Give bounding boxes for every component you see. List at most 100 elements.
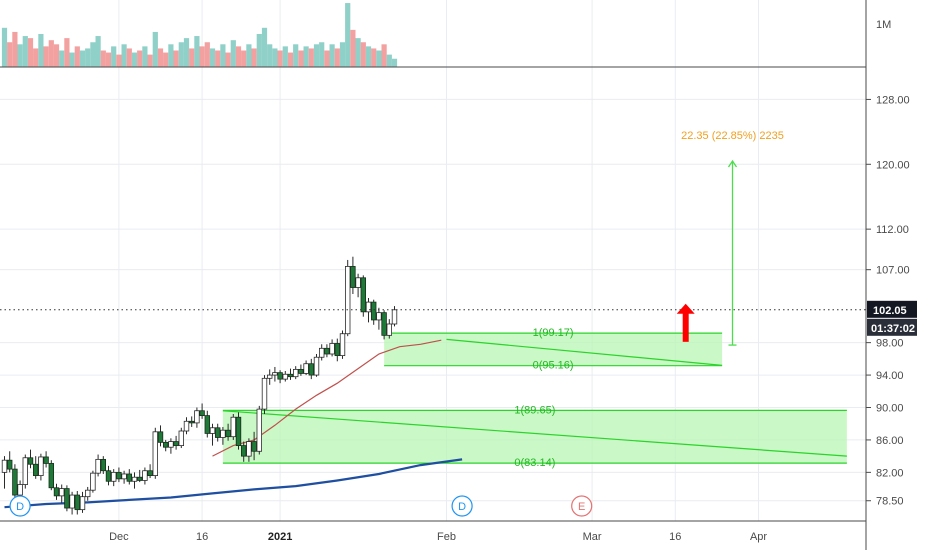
- event-marker-d[interactable]: [451, 495, 473, 517]
- volume-bar: [209, 48, 216, 67]
- candle-body[interactable]: [90, 472, 96, 491]
- candle-body[interactable]: [350, 266, 356, 288]
- candle-body[interactable]: [116, 471, 122, 480]
- candle-body[interactable]: [230, 416, 236, 438]
- fib-zones[interactable]: 1(99.17) 0(95.16) 1(89.65) 0(83.14): [222, 327, 847, 469]
- candle-body[interactable]: [59, 488, 65, 497]
- candle-body[interactable]: [324, 347, 330, 355]
- candle-body[interactable]: [7, 459, 13, 470]
- volume-bar: [303, 46, 309, 67]
- candle-body[interactable]: [147, 470, 153, 477]
- candle-body[interactable]: [360, 277, 366, 313]
- event-marker-d[interactable]: [9, 495, 31, 517]
- candle-body[interactable]: [261, 377, 268, 410]
- candle-body[interactable]: [370, 301, 377, 321]
- fib-trend-line[interactable]: [446, 338, 723, 366]
- candle-body[interactable]: [162, 441, 169, 448]
- candle-body[interactable]: [308, 363, 314, 376]
- fib-zone-fill[interactable]: [222, 410, 847, 464]
- candle-body[interactable]: [329, 343, 335, 355]
- candle-body[interactable]: [240, 445, 247, 457]
- candle-body[interactable]: [111, 471, 117, 482]
- candle-body[interactable]: [194, 410, 200, 424]
- candle-body[interactable]: [33, 463, 39, 477]
- candle-body[interactable]: [85, 489, 91, 498]
- candle-body[interactable]: [79, 496, 86, 511]
- y-tick-label: 120.00: [876, 159, 910, 171]
- candle-body[interactable]: [178, 430, 184, 447]
- candle-body[interactable]: [386, 323, 392, 336]
- candle-body[interactable]: [214, 427, 221, 438]
- drawings[interactable]: 22.35 (22.85%) 2235: [0, 130, 866, 346]
- candle-body[interactable]: [100, 458, 106, 472]
- y-tick-label: 107.00: [876, 265, 910, 277]
- candle-body[interactable]: [209, 427, 216, 434]
- candle-body[interactable]: [355, 277, 361, 288]
- candle-body[interactable]: [64, 488, 70, 509]
- candle-body[interactable]: [334, 343, 340, 357]
- candle-body[interactable]: [69, 494, 75, 509]
- candle-body[interactable]: [95, 458, 101, 474]
- candle-body[interactable]: [344, 266, 351, 335]
- candle-body[interactable]: [303, 363, 309, 374]
- candle-body[interactable]: [272, 372, 278, 376]
- fib-level-0-label: 0(95.16): [533, 360, 574, 372]
- candle-body[interactable]: [188, 420, 195, 424]
- candle-body[interactable]: [318, 347, 325, 358]
- candle-body[interactable]: [142, 470, 148, 481]
- volume-bar: [33, 48, 39, 67]
- candle-body[interactable]: [22, 457, 28, 485]
- candle-body[interactable]: [251, 441, 257, 452]
- fib-trend-line[interactable]: [222, 410, 847, 457]
- candle-body[interactable]: [282, 373, 288, 380]
- fib-level-0-label: 0(83.14): [514, 457, 555, 469]
- candles[interactable]: [1, 256, 398, 515]
- candle-body[interactable]: [266, 374, 273, 379]
- candle-body[interactable]: [204, 415, 210, 434]
- candle-body[interactable]: [376, 312, 382, 321]
- candle-body[interactable]: [17, 484, 23, 496]
- candle-body[interactable]: [105, 470, 112, 482]
- candle-body[interactable]: [38, 456, 44, 477]
- volume-bar: [137, 50, 143, 67]
- candle-body[interactable]: [199, 410, 205, 417]
- candle-body[interactable]: [152, 431, 158, 477]
- volume-bar: [204, 42, 210, 67]
- candle-body[interactable]: [12, 468, 18, 496]
- candle-body[interactable]: [48, 463, 54, 489]
- candle-body[interactable]: [121, 473, 127, 480]
- candle-body[interactable]: [339, 333, 346, 357]
- candle-body[interactable]: [74, 494, 80, 511]
- candle-body[interactable]: [27, 457, 34, 465]
- candle-body[interactable]: [173, 441, 179, 447]
- candle-body[interactable]: [157, 431, 164, 443]
- candle-body[interactable]: [277, 372, 283, 380]
- candle-body[interactable]: [287, 373, 294, 378]
- candle-body[interactable]: [183, 420, 190, 432]
- candle-body[interactable]: [235, 416, 242, 447]
- candle-body[interactable]: [298, 368, 304, 374]
- candle-body[interactable]: [381, 312, 387, 336]
- candle-body[interactable]: [225, 429, 231, 438]
- candle-body[interactable]: [43, 456, 49, 464]
- event-marker-e[interactable]: [571, 495, 593, 517]
- candle-body[interactable]: [220, 429, 226, 438]
- candle-body[interactable]: [365, 301, 372, 313]
- candle-body[interactable]: [246, 441, 252, 457]
- candle-body[interactable]: [391, 309, 398, 325]
- candle-body[interactable]: [168, 441, 174, 448]
- candle-body[interactable]: [131, 476, 138, 482]
- red-arrow-shaft[interactable]: [682, 312, 689, 342]
- candle-body[interactable]: [313, 356, 320, 376]
- candle-body[interactable]: [1, 459, 8, 473]
- volume-axis-label: 1M: [876, 19, 891, 31]
- candle-body[interactable]: [126, 473, 132, 482]
- candle-body[interactable]: [292, 368, 299, 378]
- event-marker-label: D: [458, 501, 466, 513]
- candle-body[interactable]: [256, 408, 262, 452]
- candle-body[interactable]: [136, 476, 143, 481]
- volume-bar: [225, 52, 231, 67]
- candle-body[interactable]: [53, 487, 60, 497]
